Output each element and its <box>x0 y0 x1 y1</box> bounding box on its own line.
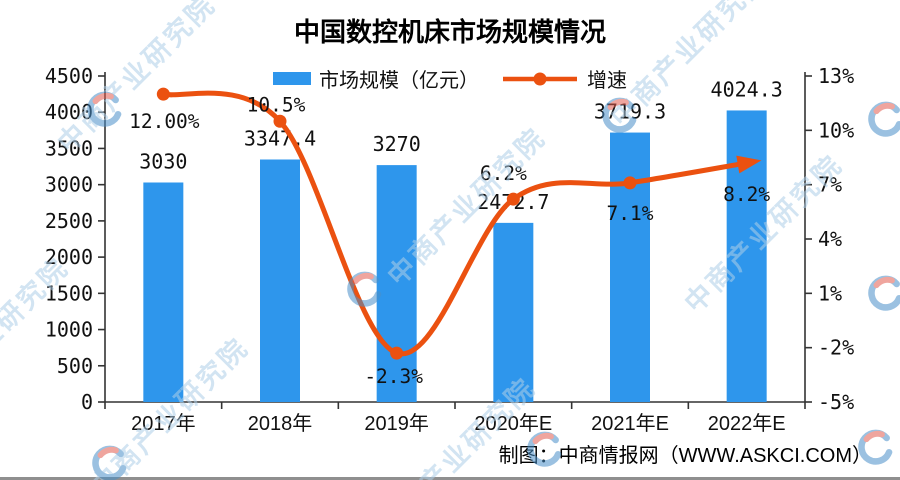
left-axis-tick-label: 2000 <box>45 245 93 269</box>
bar-value-label: 4024.3 <box>711 77 783 101</box>
left-axis-tick-label: 1000 <box>45 318 93 342</box>
credit-line: 制图：中商情报网（WWW.ASKCI.COM） <box>498 445 872 467</box>
right-axis-tick-label: 13% <box>818 64 854 88</box>
bar-2022年E <box>726 110 767 402</box>
left-axis-tick-label: 4000 <box>45 100 93 124</box>
legend: 市场规模（亿元） 增速 <box>0 64 900 93</box>
bar-value-label: 3270 <box>373 132 421 156</box>
growth-value-label: 8.2% <box>723 183 770 206</box>
growth-value-label: -2.3% <box>364 365 423 388</box>
left-axis-tick-label: 2500 <box>45 209 93 233</box>
x-axis-category-label: 2020年E <box>474 412 552 435</box>
growth-value-label: 12.00% <box>129 110 200 133</box>
line-swatch-icon <box>503 72 577 85</box>
right-axis-tick-label: 7% <box>818 173 842 197</box>
growth-marker <box>273 114 287 128</box>
x-axis-category-label: 2022年E <box>708 412 786 435</box>
left-axis-tick-label: 0 <box>81 390 93 414</box>
x-axis-category-label: 2018年 <box>248 412 313 435</box>
bar-2021年E <box>610 132 650 402</box>
legend-label-market-size: 市场规模（亿元） <box>319 70 479 92</box>
legend-item-market-size: 市场规模（亿元） <box>273 64 479 93</box>
x-axis-category-label: 2019年 <box>364 412 429 435</box>
x-axis-category-label: 2017年 <box>131 412 196 435</box>
bar-swatch-icon <box>273 72 311 85</box>
left-axis-tick-label: 3000 <box>45 173 93 197</box>
bottom-divider <box>0 477 900 480</box>
right-axis-tick-label: -2% <box>818 336 854 360</box>
chart-title: 中国数控机床市场规模情况 <box>293 17 606 47</box>
growth-marker <box>623 176 637 190</box>
left-axis-tick-label: 4500 <box>45 64 93 88</box>
right-axis-tick-label: 10% <box>818 118 854 142</box>
bar-2017年 <box>143 182 184 402</box>
x-axis-category-label: 2021年E <box>591 412 669 435</box>
left-axis-tick-label: 1500 <box>45 281 93 305</box>
bar-value-label: 3030 <box>139 149 187 173</box>
growth-value-label: 7.1% <box>607 202 654 225</box>
left-axis-tick-label: 3500 <box>45 136 93 160</box>
left-axis-tick-label: 500 <box>57 354 93 378</box>
growth-marker <box>390 346 404 360</box>
right-axis-tick-label: -5% <box>818 390 854 414</box>
bar-2020年E <box>493 222 534 402</box>
legend-item-growth: 增速 <box>501 64 627 93</box>
growth-value-label: 10.5% <box>247 93 306 116</box>
growth-line-arrow-icon <box>736 155 762 174</box>
bar-value-label: 3347.4 <box>244 126 316 150</box>
growth-marker <box>156 87 170 101</box>
bar-2018年 <box>260 159 300 402</box>
legend-label-growth: 增速 <box>587 70 627 92</box>
right-axis-tick-label: 4% <box>818 227 842 251</box>
growth-marker <box>506 192 520 206</box>
right-axis-tick-label: 1% <box>818 281 842 305</box>
bar-2019年 <box>376 165 417 402</box>
bar-value-label: 3719.3 <box>594 100 666 124</box>
growth-value-label: 6.2% <box>480 162 527 185</box>
